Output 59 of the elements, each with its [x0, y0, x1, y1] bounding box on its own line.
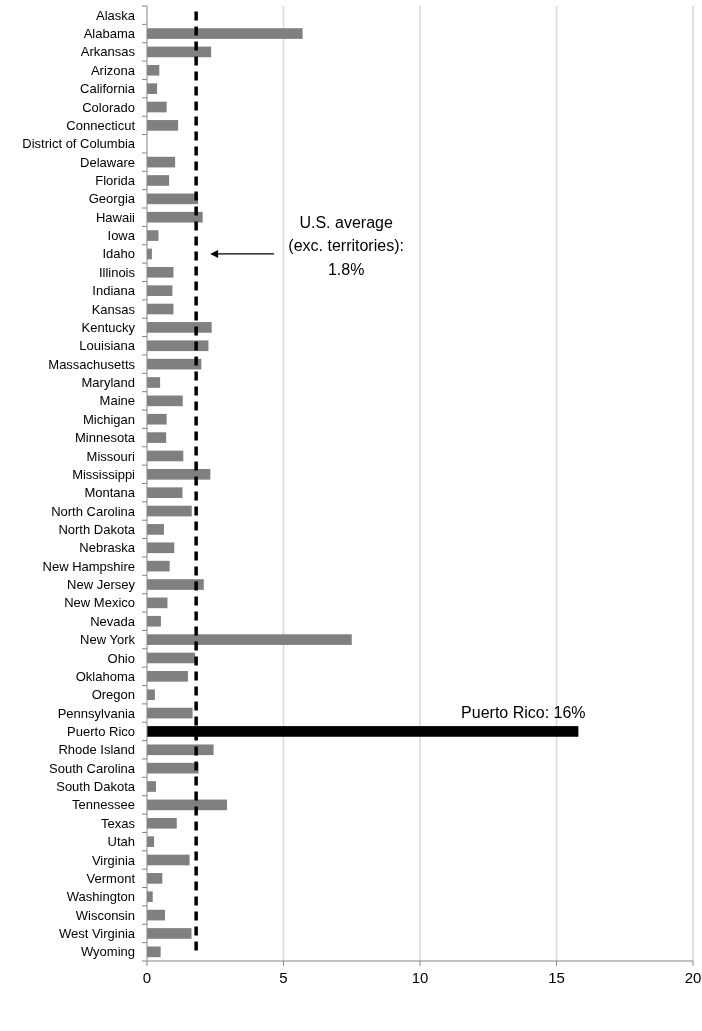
y-tick-label: Indiana	[92, 283, 136, 299]
y-tick-label: New Hampshire	[42, 558, 135, 574]
y-tick-label: Utah	[107, 834, 135, 850]
ref-line-label: U.S. average (exc. territories): 1.8%	[288, 213, 404, 278]
y-tick-label: Alabama	[83, 26, 136, 42]
y-tick-label: Maine	[99, 393, 135, 409]
y-tick-label: Florida	[95, 173, 136, 189]
y-tick-label: Maryland	[81, 375, 135, 391]
y-tick-label: California	[80, 81, 136, 97]
y-tick-label: Kentucky	[81, 319, 136, 335]
y-tick-label: Missouri	[86, 448, 136, 464]
y-tick-label: Mississippi	[72, 466, 136, 482]
y-tick-label: Montana	[84, 485, 136, 501]
y-tick-label: Vermont	[86, 870, 136, 886]
y-tick-label: Colorado	[82, 99, 135, 115]
y-tick-label: Tennessee	[72, 797, 135, 813]
y-tick-label: Nebraska	[79, 540, 136, 556]
y-tick-label: Oregon	[91, 687, 135, 703]
y-tick-label: Arizona	[90, 62, 136, 78]
y-tick-label: North Carolina	[51, 503, 136, 519]
y-tick-label: Puerto Rico	[67, 723, 135, 739]
x-tick-label: 20	[684, 969, 702, 986]
annotation: Puerto Rico: 16%	[461, 704, 586, 722]
y-tick-label: Louisiana	[79, 338, 136, 354]
y-tick-label: North Dakota	[58, 521, 136, 537]
y-tick-label: Oklahoma	[75, 668, 136, 684]
y-tick-label: Wisconsin	[75, 907, 135, 923]
y-tick-label: Ohio	[107, 650, 135, 666]
y-tick-label: Minnesota	[75, 430, 136, 446]
y-tick-label: Rhode Island	[58, 742, 135, 758]
y-tick-label: Iowa	[107, 228, 136, 244]
y-tick-label: New York	[80, 632, 136, 648]
y-tick-label: Alaska	[95, 7, 136, 23]
y-tick-label: Idaho	[102, 246, 135, 262]
x-tick-label: 5	[279, 969, 288, 986]
y-tick-label: Arkansas	[80, 44, 136, 60]
x-tick-label: 10	[411, 969, 429, 986]
x-tick-label: 15	[548, 969, 565, 986]
y-tick-label: Pennsylvania	[57, 705, 136, 721]
y-tick-label: New Mexico	[64, 595, 135, 611]
y-tick-label: Michigan	[82, 411, 135, 427]
y-tick-label: Nevada	[90, 613, 136, 629]
y-tick-label: Delaware	[80, 154, 135, 170]
y-tick-label: Texas	[101, 815, 136, 831]
y-tick-label: South Carolina	[49, 760, 136, 776]
y-tick-label: Wyoming	[80, 944, 135, 960]
y-tick-label: West Virginia	[58, 926, 136, 941]
y-tick-label: Kansas	[91, 301, 136, 317]
y-tick-label: District of Columbia	[22, 136, 136, 152]
y-tick-label: Connecticut	[66, 117, 136, 133]
y-tick-label: South Dakota	[56, 779, 136, 795]
y-tick-label: Washington	[66, 889, 135, 905]
y-tick-label: New Jersey	[67, 577, 136, 593]
y-tick-label: Illinois	[98, 264, 136, 280]
x-tick-label: 0	[142, 969, 152, 986]
y-tick-label: Massachusetts	[48, 356, 136, 372]
y-tick-label: Georgia	[88, 191, 136, 207]
y-tick-label: Hawaii	[95, 209, 136, 225]
y-tick-label: Virginia	[91, 852, 136, 868]
